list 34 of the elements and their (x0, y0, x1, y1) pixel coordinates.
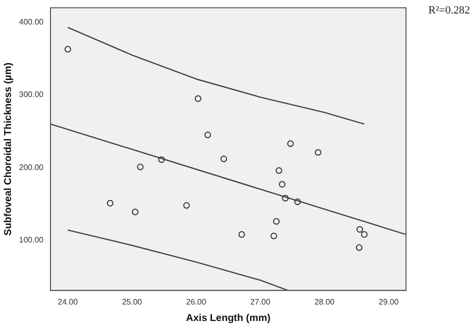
point (194, 95, 202, 102)
point (220, 156, 228, 162)
y-tick-label: 100.00 (19, 235, 44, 244)
point (64, 46, 72, 53)
point (314, 149, 322, 156)
point (356, 226, 364, 233)
y-tick-label: 400.00 (19, 18, 44, 27)
point (158, 156, 165, 163)
y-axis-title: Subfoveal Choroidal Thickness (µm) (2, 62, 14, 236)
point (204, 132, 211, 138)
point (270, 232, 278, 240)
x-tick-label: 27.00 (250, 297, 271, 306)
point (106, 200, 114, 207)
point (132, 208, 138, 216)
x-tick-label: 24.00 (58, 297, 78, 306)
point (137, 164, 144, 170)
y-tick-label: 300.00 (19, 90, 44, 100)
y-tick-label: 200.00 (19, 162, 44, 172)
x-axis-title: Axis Length (mm) (186, 312, 270, 324)
point (238, 231, 246, 238)
point (276, 167, 282, 174)
point (356, 244, 362, 251)
point (282, 194, 289, 202)
text: R²=0.282 (428, 4, 470, 16)
x-tick-label: 28.00 (314, 297, 336, 306)
x-tick-label: 25.00 (122, 297, 143, 306)
point (183, 202, 190, 209)
point (360, 231, 368, 238)
point (278, 181, 286, 188)
x-tick-label: 29.00 (378, 297, 400, 306)
point (273, 218, 280, 225)
point (294, 198, 301, 206)
point (287, 140, 294, 147)
x-tick-label: 26.00 (186, 297, 207, 306)
